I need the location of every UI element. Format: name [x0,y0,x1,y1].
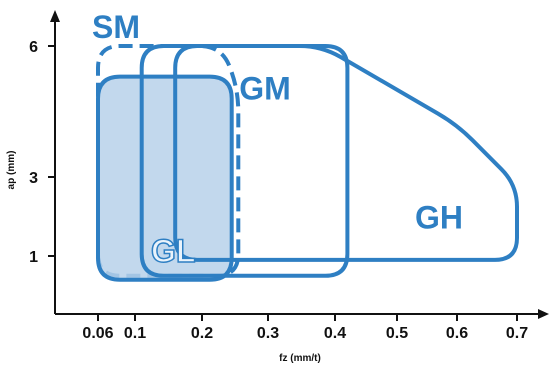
x-tick-label: 0.4 [324,325,346,342]
region-label-gm: GM [239,71,291,107]
y-tick-label: 6 [29,39,38,56]
y-axis-label: ap (mm) [6,151,17,190]
labels-layer: fz (mm/t) ap (mm) [6,151,321,364]
region-label-gh: GH [415,200,463,236]
region-gm [139,44,350,278]
x-tick-label: 0.6 [446,325,468,342]
regions-layer: SM GL GM GH [92,9,519,282]
region-label-gl: GL [151,233,195,269]
x-tick-label: 0.2 [191,325,213,342]
x-tick-label: 0.7 [506,325,528,342]
x-axis-label: fz (mm/t) [279,353,321,364]
region-gh [173,44,519,262]
y-tick-label: 1 [29,249,38,266]
x-tick-label: 0.06 [82,325,113,342]
ticks-layer: 0.06 0.1 0.2 0.3 0.4 0.5 0.6 0.7 1 3 6 [29,39,528,342]
x-axis-arrowhead [538,309,549,319]
y-axis-arrowhead [50,10,60,22]
x-tick-label: 0.1 [124,325,146,342]
region-gl [96,74,234,282]
x-tick-label: 0.3 [257,325,279,342]
x-tick-label: 0.5 [386,325,408,342]
y-tick-label: 3 [29,170,38,187]
region-label-sm: SM [92,9,140,45]
